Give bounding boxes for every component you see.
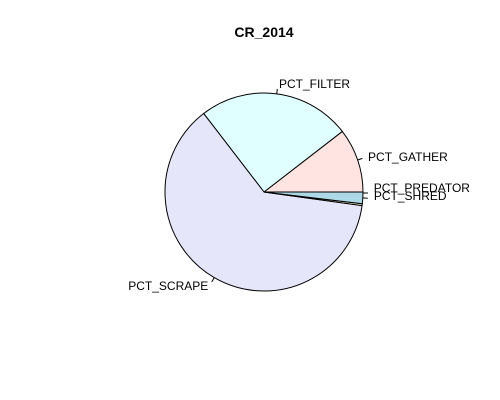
pie-slice-pct-scrape <box>164 112 363 292</box>
label-tick-pct-filter <box>276 88 278 94</box>
chart-title: CR_2014 <box>234 24 293 40</box>
label-tick-pct-scrape <box>211 277 215 283</box>
pie-slice-pct-filter <box>202 92 344 193</box>
pie-slices <box>164 92 364 292</box>
pie-labels: PCT_GATHER PCT_FILTER PCT_SCRAPE PCT_SHREDP… <box>128 77 470 293</box>
slice-label-pct-shred: PCT_SHRED <box>374 189 447 203</box>
slice-label-pct-predator: PCT_PREDATOR <box>374 181 471 195</box>
slice-label-pct-scrape: PCT_SCRAPE <box>128 279 208 293</box>
slice-label-pct-gather: PCT_GATHER <box>368 150 448 164</box>
label-tick-pct-gather <box>357 157 363 161</box>
slice-label-pct-filter: PCT_FILTER <box>279 77 350 91</box>
